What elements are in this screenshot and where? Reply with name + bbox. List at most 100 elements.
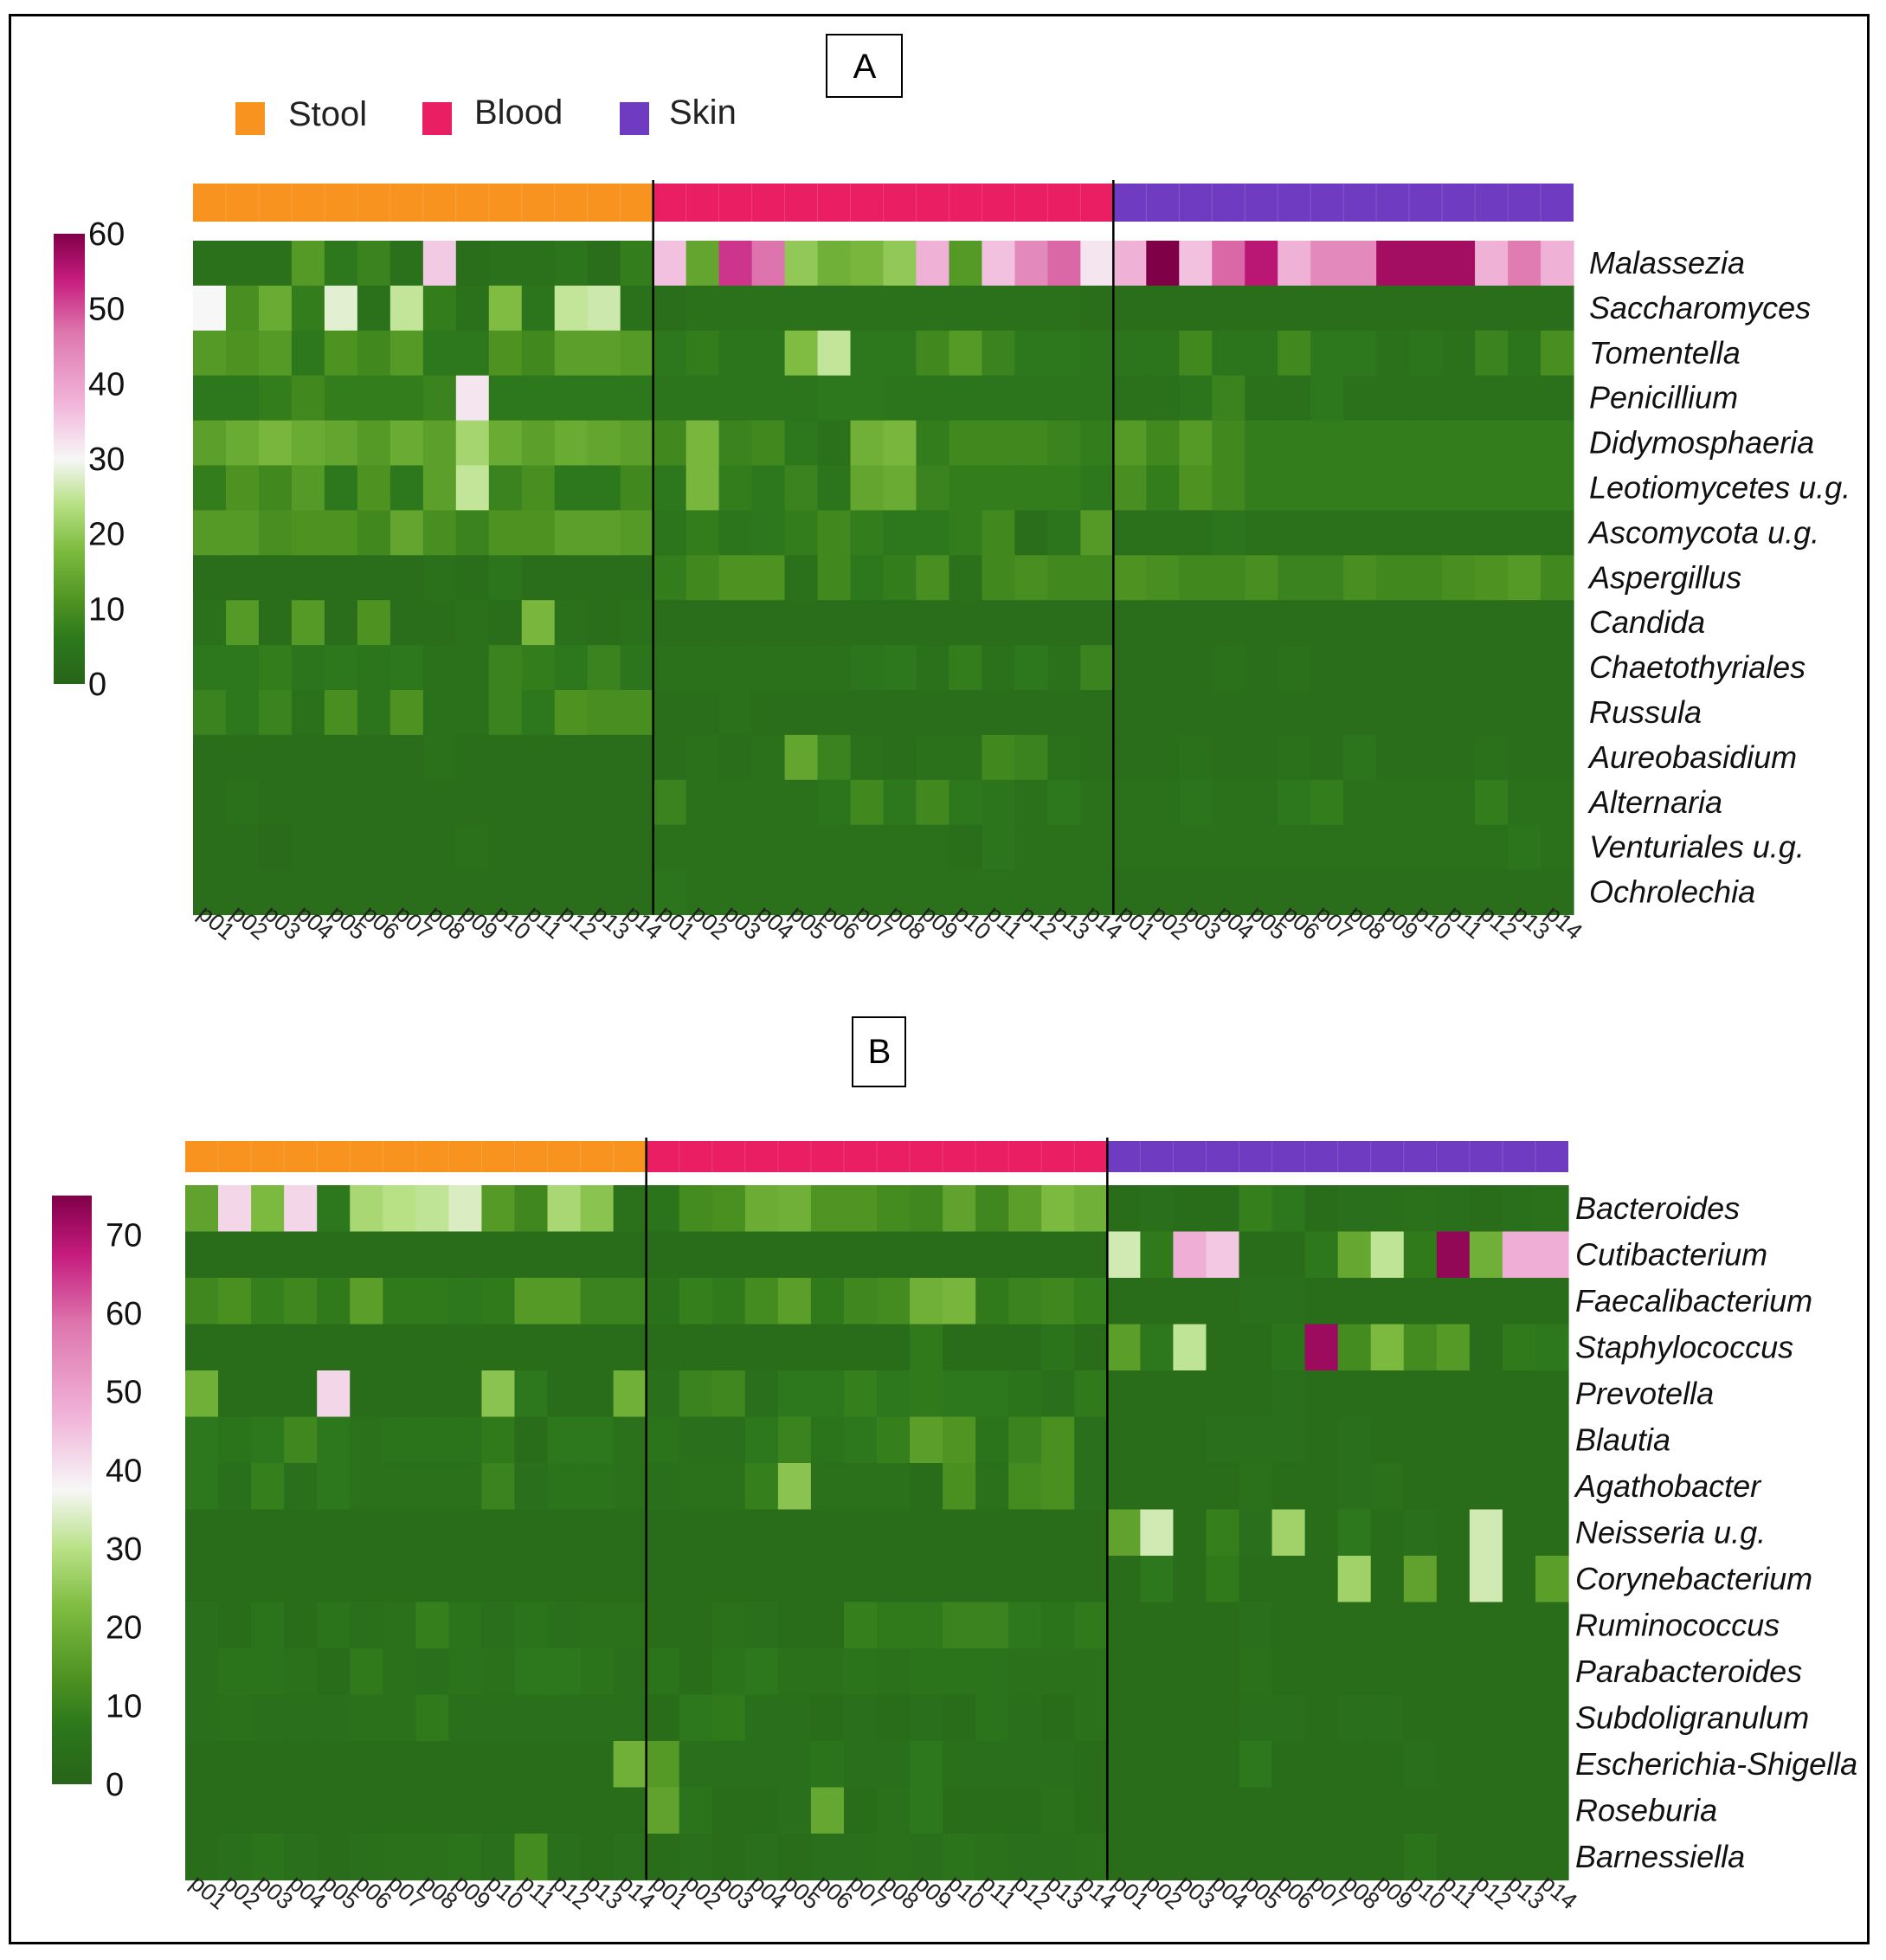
panel-b-cell-stool-agathobacter-p07 <box>383 1463 416 1511</box>
panel-b-cell-blood-escherichia-shigella-p09 <box>910 1741 943 1789</box>
panel-b-cell-stool-ruminococcus-p06 <box>350 1602 383 1649</box>
panel-b-cell-stool-escherichia-shigella-p07 <box>383 1741 416 1789</box>
panel-b-colorbar-tick-50: 50 <box>106 1375 142 1411</box>
panel-a-cell-skin-leotiomycetes-u-g-p13 <box>1508 465 1542 511</box>
panel-a-cell-blood-chaetothyriales-p03 <box>718 645 753 691</box>
panel-a-cell-stool-saccharomyces-p12 <box>554 285 589 332</box>
panel-a-cell-stool-chaetothyriales-p13 <box>587 645 621 691</box>
panel-a-cell-stool-didymosphaeria-p13 <box>587 420 621 467</box>
panel-b-cell-blood-blautia-p06 <box>810 1416 845 1464</box>
panel-b-cell-stool-faecalibacterium-p13 <box>580 1278 615 1325</box>
panel-a-cell-stool-chaetothyriales-p04 <box>291 645 325 691</box>
panel-b-cell-stool-blautia-p05 <box>317 1416 351 1464</box>
panel-a-cell-skin-ochrolechia-p10 <box>1409 869 1443 916</box>
panel-a-cell-stool-ascomycota-u-g-p13 <box>587 510 621 556</box>
panel-a-cell-blood-penicillium-p08 <box>883 375 917 422</box>
panel-b-cell-blood-escherichia-shigella-p11 <box>975 1741 1009 1789</box>
panel-a-cell-stool-aspergillus-p01 <box>193 555 227 601</box>
panel-b-cell-skin-staphylococcus-p06 <box>1271 1324 1306 1371</box>
panel-a-cell-stool-alternaria-p08 <box>422 779 457 826</box>
panel-a-cell-blood-aureobasidium-p14 <box>1080 734 1114 781</box>
panel-b-cell-blood-corynebacterium-p03 <box>711 1556 746 1603</box>
panel-b-cell-skin-escherichia-shigella-p05 <box>1239 1741 1273 1789</box>
panel-b-cell-skin-subdoligranulum-p14 <box>1535 1694 1569 1742</box>
panel-a-cell-stool-tomentella-p11 <box>521 330 556 377</box>
panel-a-row-label-leotiomycetes-u-g: Leotiomycetes u.g. <box>1589 469 1851 505</box>
panel-a-cell-skin-aspergillus-p08 <box>1343 555 1377 601</box>
panel-b-cell-blood-ruminococcus-p06 <box>810 1602 845 1649</box>
panel-a-cell-stool-russula-p03 <box>258 690 293 736</box>
panel-a-cell-blood-ochrolechia-p13 <box>1047 869 1081 916</box>
panel-a-cell-stool-aureobasidium-p13 <box>587 734 621 781</box>
panel-b-colorbar-tick-40: 40 <box>106 1453 142 1489</box>
panel-b-cell-stool-subdoligranulum-p10 <box>481 1694 516 1742</box>
panel-a-cell-skin-didymosphaeria-p09 <box>1376 420 1410 467</box>
panel-a-cell-skin-venturiales-u-g-p10 <box>1409 824 1443 871</box>
panel-b-cell-skin-roseburia-p04 <box>1206 1787 1240 1834</box>
panel-b-cell-skin-agathobacter-p10 <box>1403 1463 1438 1511</box>
panel-b-cell-blood-neisseria-u-g-p05 <box>777 1509 812 1557</box>
panel-b-cell-blood-agathobacter-p07 <box>843 1463 878 1511</box>
panel-a-cell-skin-ochrolechia-p04 <box>1212 869 1246 916</box>
panel-a-cell-blood-candida-p01 <box>653 600 687 646</box>
panel-a-cell-stool-saccharomyces-p08 <box>422 285 457 332</box>
panel-a-cell-skin-penicillium-p03 <box>1179 375 1213 422</box>
panel-b-cell-stool-parabacteroides-p03 <box>251 1648 285 1696</box>
panel-b-cell-blood-parabacteroides-p12 <box>1008 1648 1042 1696</box>
panel-a-cell-stool-didymosphaeria-p11 <box>521 420 556 467</box>
panel-b-cell-stool-subdoligranulum-p14 <box>613 1694 647 1742</box>
figure-frame <box>9 14 1870 1944</box>
panel-b-cell-skin-neisseria-u-g-p13 <box>1502 1509 1536 1557</box>
panel-b-cell-stool-faecalibacterium-p03 <box>251 1278 285 1325</box>
panel-b-cell-stool-blautia-p03 <box>251 1416 285 1464</box>
panel-a-cell-stool-saccharomyces-p04 <box>291 285 325 332</box>
panel-b-cell-stool-escherichia-shigella-p02 <box>218 1741 252 1789</box>
panel-a-cell-skin-saccharomyces-p09 <box>1376 285 1410 332</box>
panel-b-cell-skin-blautia-p13 <box>1502 1416 1536 1464</box>
panel-a-cell-skin-ochrolechia-p01 <box>1113 869 1147 916</box>
panel-b-cell-skin-parabacteroides-p02 <box>1140 1648 1175 1696</box>
panel-a-cell-stool-alternaria-p04 <box>291 779 325 826</box>
panel-b-cell-stool-corynebacterium-p05 <box>317 1556 351 1603</box>
panel-a-cell-blood-ascomycota-u-g-p07 <box>850 510 885 556</box>
panel-b-cell-blood-faecalibacterium-p02 <box>679 1278 713 1325</box>
panel-b-cell-stool-agathobacter-p08 <box>415 1463 449 1511</box>
panel-b-cell-stool-escherichia-shigella-p05 <box>317 1741 351 1789</box>
panel-a-cell-stool-malassezia-p10 <box>488 241 523 287</box>
panel-b-cell-skin-agathobacter-p12 <box>1469 1463 1503 1511</box>
panel-b-cell-stool-roseburia-p01 <box>185 1787 219 1834</box>
panel-b-row-label-prevotella: Prevotella <box>1575 1376 1714 1411</box>
panel-b-cell-skin-bacteroides-p14 <box>1535 1185 1569 1233</box>
panel-b-cell-blood-blautia-p12 <box>1008 1416 1042 1464</box>
panel-b-cell-skin-bacteroides-p13 <box>1502 1185 1536 1233</box>
panel-b-cell-blood-barnessiella-p12 <box>1008 1834 1042 1881</box>
panel-b-cell-skin-corynebacterium-p10 <box>1403 1556 1438 1603</box>
panel-b-cell-skin-blautia-p08 <box>1337 1416 1372 1464</box>
panel-a-cell-stool-ascomycota-u-g-p02 <box>225 510 260 556</box>
panel-a-cell-skin-saccharomyces-p11 <box>1442 285 1476 332</box>
panel-b-cell-blood-roseburia-p02 <box>679 1787 713 1834</box>
panel-b-cell-stool-cutibacterium-p13 <box>580 1231 615 1279</box>
panel-b-cell-skin-ruminococcus-p11 <box>1436 1602 1471 1649</box>
panel-a-cell-stool-alternaria-p12 <box>554 779 589 826</box>
panel-b-cell-blood-blautia-p08 <box>877 1416 911 1464</box>
panel-b-cell-skin-corynebacterium-p06 <box>1271 1556 1306 1603</box>
panel-b-cell-stool-agathobacter-p03 <box>251 1463 285 1511</box>
panel-a-cell-stool-aspergillus-p03 <box>258 555 293 601</box>
panel-b-cell-blood-parabacteroides-p02 <box>679 1648 713 1696</box>
panel-a-cell-skin-venturiales-u-g-p03 <box>1179 824 1213 871</box>
panel-a-colorbar-tick-0: 0 <box>88 667 106 703</box>
panel-a-cell-blood-leotiomycetes-u-g-p11 <box>982 465 1016 511</box>
panel-a-cell-skin-leotiomycetes-u-g-p01 <box>1113 465 1147 511</box>
panel-b-cell-blood-ruminococcus-p03 <box>711 1602 746 1649</box>
panel-b-cell-blood-bacteroides-p13 <box>1041 1185 1075 1233</box>
panel-b-cell-blood-escherichia-shigella-p02 <box>679 1741 713 1789</box>
panel-b-cell-blood-bacteroides-p12 <box>1008 1185 1042 1233</box>
panel-a-cell-blood-russula-p11 <box>982 690 1016 736</box>
panel-a-cell-stool-tomentella-p07 <box>389 330 424 377</box>
panel-b-cell-stool-faecalibacterium-p14 <box>613 1278 647 1325</box>
panel-b-cell-stool-neisseria-u-g-p07 <box>383 1509 416 1557</box>
panel-a-cell-stool-tomentella-p08 <box>422 330 457 377</box>
panel-b-cell-blood-barnessiella-p04 <box>744 1834 779 1881</box>
panel-b-cell-skin-faecalibacterium-p05 <box>1239 1278 1273 1325</box>
